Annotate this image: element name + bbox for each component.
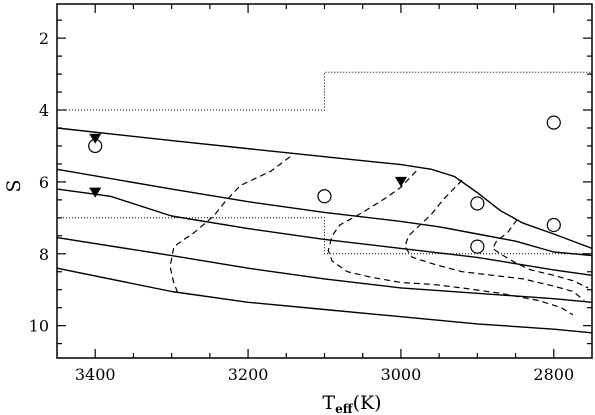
circle-point-6 [546,217,561,233]
solid-track-3 [56,188,593,276]
dashed-track-4 [491,219,589,289]
triangle-point-3 [394,176,407,187]
solid-track-4 [56,236,593,303]
x-axis-title: Teff(K) [322,392,381,415]
dashed-track-1 [169,156,291,294]
x-tick-label: 2800 [533,365,574,384]
y-tick-label: 8 [39,245,49,264]
plot-marks [56,71,593,334]
circle-point-4 [470,239,485,254]
x-axis-title-main: T [322,392,335,414]
solid-track-2 [56,168,593,257]
x-tick-label: 3400 [75,365,116,384]
dashed-track-3 [404,179,585,301]
solid-track-1 [56,127,593,250]
y-tick-label: 4 [39,101,49,120]
circle-point-5 [546,115,561,130]
circle-point-3 [470,196,485,211]
y-axis-title: S [3,179,25,192]
triangle-point-2 [89,187,102,198]
circle-point-2 [317,189,332,204]
x-tick-label: 3000 [381,365,422,384]
x-axis-title-unit: (K) [353,392,382,414]
dashed-track-2 [327,170,574,316]
dotted-boundary-1 [57,71,592,111]
plot-frame [56,3,593,359]
dotted-boundary-2 [57,217,592,255]
solid-track-5 [56,267,593,334]
y-tick-label: 6 [39,173,49,192]
x-tick-label: 3200 [228,365,269,384]
triangle-point-1 [89,133,102,144]
y-tick-label: 10 [29,317,49,336]
axis-ticks: 3400 3200 3000 2800 2 4 6 8 10 [29,4,592,384]
x-axis-title-subscript: eff [335,402,354,415]
y-tick-label: 2 [39,29,49,48]
